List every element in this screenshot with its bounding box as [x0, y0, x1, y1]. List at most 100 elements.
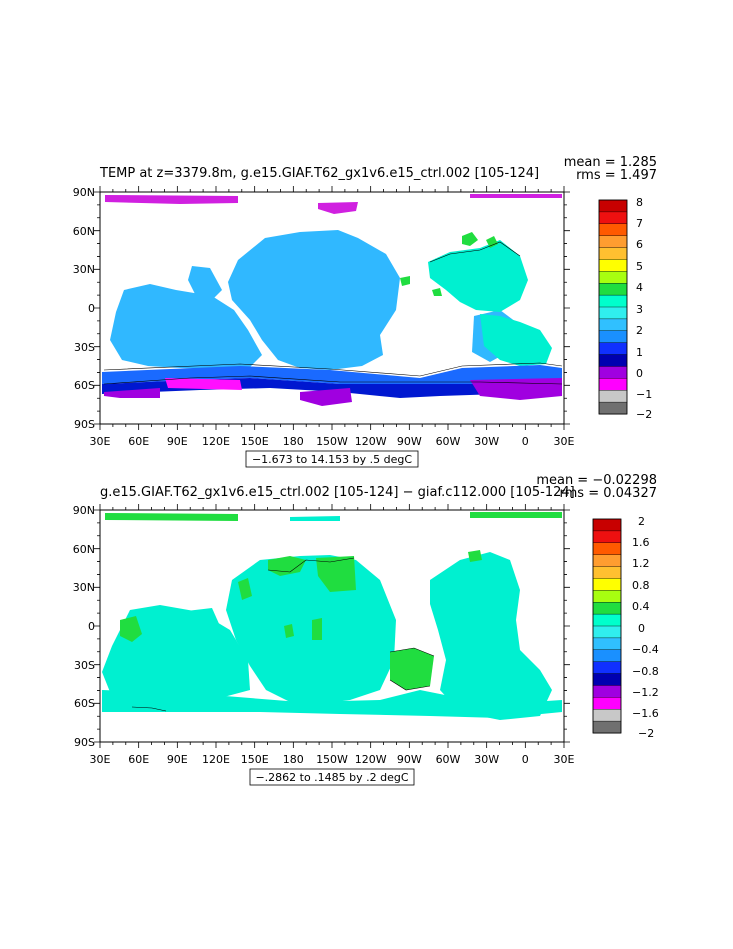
colorbar-swatch — [592, 590, 622, 603]
colorbar-swatch — [598, 271, 628, 284]
colorbar-swatch — [598, 366, 628, 379]
panel-2-lon-label: 150W — [316, 753, 348, 766]
colorbar-swatch — [598, 330, 628, 344]
panel-2-lon-label: 60E — [128, 753, 149, 766]
panel-2-colorbar-label: −0.4 — [632, 643, 659, 656]
panel-2-lon-label: 30E — [90, 753, 111, 766]
panel-2-colorbar: 2 1.6 1.2 0.8 0.4 0 −0.4 −0.8 −1.2 −1.6 … — [592, 515, 659, 740]
panel-1-lon-label: 120E — [202, 435, 230, 448]
colorbar-swatch — [592, 697, 622, 710]
panel-1-caption: −1.673 to 14.153 by .5 degC — [252, 453, 412, 466]
colorbar-swatch — [592, 578, 622, 591]
panel-1-lon-label: 60W — [436, 435, 461, 448]
colorbar-swatch — [592, 554, 622, 568]
colorbar-swatch — [598, 401, 628, 415]
panel-2-lat-label: 90N — [73, 504, 95, 517]
panel-2-lon-label: 30E — [554, 753, 575, 766]
panel-1-lat-label: 60S — [74, 379, 95, 392]
panel-2-map — [99, 509, 565, 743]
panel-2-ticks — [94, 504, 570, 748]
colorbar-swatch — [598, 342, 628, 356]
panel-1-lat-label: 30S — [74, 341, 95, 354]
colorbar-swatch — [592, 542, 622, 556]
panel-2-colorbar-label: 1.2 — [632, 557, 650, 570]
panel-2-mean: mean = −0.02298 — [536, 473, 657, 488]
panel-2-lat-label: 90S — [74, 736, 95, 749]
panel-2-colorbar-label: 1.6 — [632, 536, 650, 549]
panel-2-title: g.e15.GIAF.T62_gx1v6.e15_ctrl.002 [105-1… — [100, 485, 575, 500]
panel-2-lon-label: 120E — [202, 753, 230, 766]
colorbar-swatch — [592, 530, 622, 544]
panel-1-colorbar-label: 6 — [636, 238, 643, 251]
panel-2-lat-label: 60S — [74, 697, 95, 710]
colorbar-swatch — [598, 259, 628, 272]
panel-1-colorbar-label: 0 — [636, 367, 643, 380]
colorbar-swatch — [598, 211, 628, 225]
colorbar-swatch — [598, 306, 628, 320]
panel-2-caption: −.2862 to .1485 by .2 degC — [255, 771, 408, 784]
colorbar-swatch — [592, 613, 622, 627]
panel-2-colorbar-label: −1.2 — [632, 686, 659, 699]
panel-2-lon-labels: 30E 60E 90E 120E 150E 180 150W 120W 90W … — [90, 753, 575, 766]
panel-1-lon-label: 60E — [128, 435, 149, 448]
panel-1-lon-label: 30E — [90, 435, 111, 448]
panel-2-lon-label: 90W — [397, 753, 422, 766]
panel-1-lon-label: 180 — [283, 435, 304, 448]
colorbar-swatch — [592, 637, 622, 651]
panel-2-lat-labels: 90N 60N 30N 0 30S 60S 90S — [73, 504, 95, 749]
panel-2-lon-label: 150E — [241, 753, 269, 766]
panel-2-lat-label: 0 — [88, 620, 95, 633]
colorbar-swatch — [592, 625, 622, 639]
panel-1-lat-label: 90S — [74, 418, 95, 431]
panel-1-colorbar-label: 8 — [636, 196, 643, 209]
colorbar-swatch — [592, 661, 622, 675]
panel-2-lon-label: 120W — [355, 753, 387, 766]
panel-2-colorbar-label: −2 — [638, 727, 654, 740]
panel-1-lon-label: 120W — [355, 435, 387, 448]
axis-ticks — [94, 504, 570, 748]
panel-1-lon-label: 90E — [167, 435, 188, 448]
panel-1-colorbar-label: −2 — [636, 408, 652, 421]
panel-2-lat-label: 30S — [74, 659, 95, 672]
colorbar-swatch — [598, 378, 628, 391]
panel-2-colorbar-label: 0.4 — [632, 600, 650, 613]
panel-2-lon-label: 180 — [283, 753, 304, 766]
panel-1-title: TEMP at z=3379.8m, g.e15.GIAF.T62_gx1v6.… — [99, 166, 539, 181]
colorbar-swatch — [592, 566, 622, 579]
colorbar-swatch — [598, 318, 628, 332]
colorbar-swatch — [592, 673, 622, 686]
colorbar-swatch — [598, 247, 628, 260]
panel-1-lon-label: 0 — [522, 435, 529, 448]
panel-1-lon-label: 30E — [554, 435, 575, 448]
panel-2-colorbar-label: 2 — [638, 515, 645, 528]
colorbar-swatch — [592, 720, 622, 734]
panel-2: g.e15.GIAF.T62_gx1v6.e15_ctrl.002 [105-1… — [73, 473, 659, 786]
panel-1-lat-labels: 90N 60N 30N 0 30S 60S 90S — [73, 186, 95, 431]
panel-1-colorbar-swatches — [598, 199, 628, 415]
panel-2-lon-label: 60W — [436, 753, 461, 766]
panel-1-lon-label: 150E — [241, 435, 269, 448]
colorbar-swatch — [598, 390, 628, 403]
panel-1-lat-label: 60N — [73, 225, 95, 238]
panel-1-caption-box: −1.673 to 14.153 by .5 degC — [245, 450, 419, 468]
panel-2-colorbar-label: 0 — [638, 622, 645, 635]
panel-2-lat-label: 30N — [73, 581, 95, 594]
panel-1-lon-label: 90W — [397, 435, 422, 448]
panel-2-colorbar-label: 0.8 — [632, 579, 650, 592]
panel-2-lat-label: 60N — [73, 543, 95, 556]
panel-1-colorbar-label: 7 — [636, 217, 643, 230]
axis-ticks — [94, 186, 570, 430]
panel-1-lat-label: 0 — [88, 302, 95, 315]
colorbar-swatch — [598, 283, 628, 296]
colorbar-swatch — [598, 235, 628, 249]
colorbar-swatch — [598, 223, 628, 237]
colorbar-swatch — [598, 354, 628, 367]
colorbar-swatch — [592, 518, 622, 532]
colorbar-swatch — [598, 199, 628, 213]
panel-1: TEMP at z=3379.8m, g.e15.GIAF.T62_gx1v6.… — [73, 155, 657, 468]
panel-1-lat-label: 90N — [73, 186, 95, 199]
colorbar-swatch — [592, 709, 622, 722]
panel-1-colorbar-label: 2 — [636, 324, 643, 337]
